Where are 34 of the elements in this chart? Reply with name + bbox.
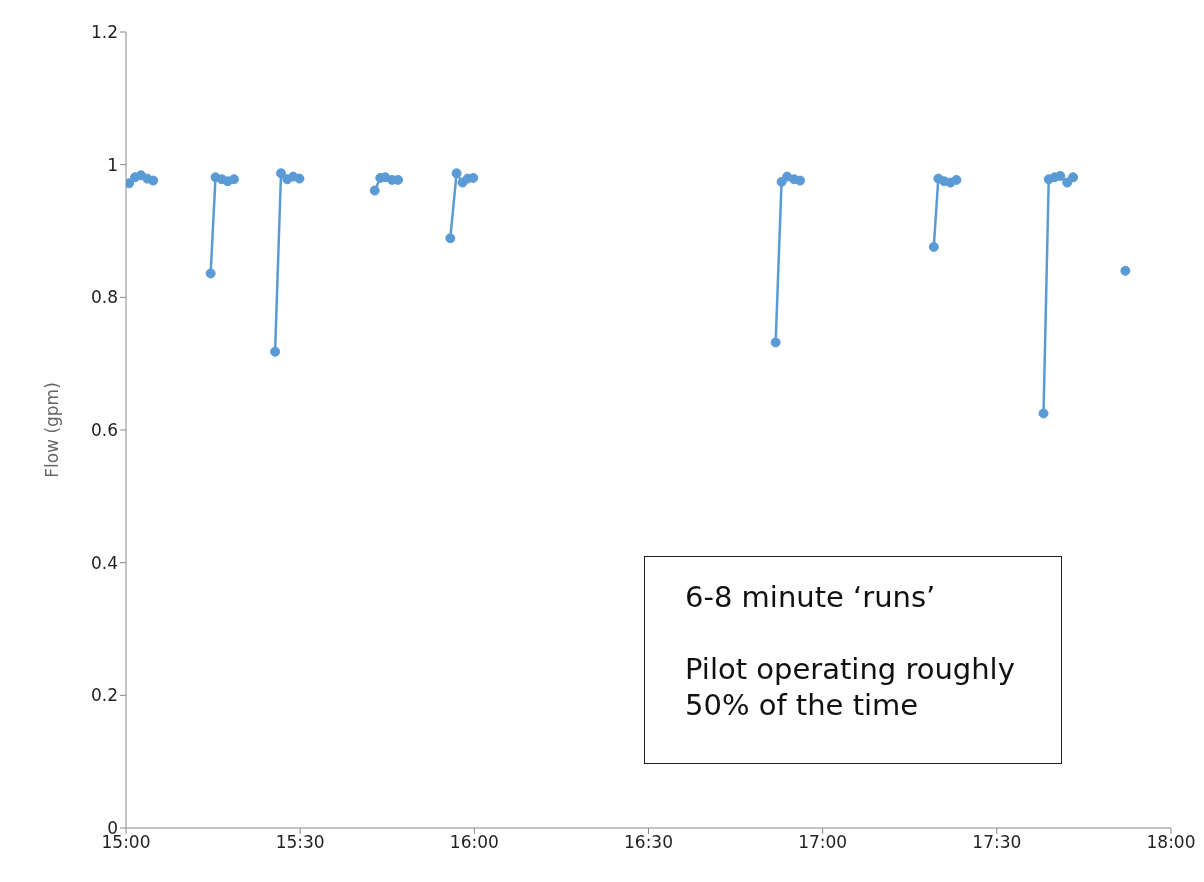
y-tick-label: 0.2	[90, 685, 118, 706]
y-tick-label: 0.4	[90, 552, 118, 573]
x-tick-label: 16:30	[624, 832, 673, 853]
y-tick-label: 0.8	[90, 287, 118, 308]
annotation: 6-8 minute ‘runs’	[685, 579, 937, 615]
x-tick-label: 17:30	[972, 832, 1022, 853]
point	[1120, 265, 1131, 276]
x-tick-label: 18:00	[1146, 832, 1196, 853]
point	[126, 178, 135, 189]
point	[951, 174, 962, 185]
point	[928, 241, 939, 252]
point	[148, 175, 159, 186]
y-tick-label: 1.2	[90, 22, 118, 43]
point	[294, 173, 305, 184]
point	[445, 233, 456, 244]
x-tick-label: 16:00	[449, 832, 499, 853]
annotation: Pilot operating roughly 50% of the time	[685, 651, 1016, 723]
point	[369, 185, 380, 196]
y-axis-title: Flow (gpm)	[42, 382, 63, 478]
point	[270, 346, 281, 357]
point	[1038, 408, 1049, 419]
point	[1068, 172, 1079, 183]
y-tick-label: 1	[107, 154, 118, 175]
point	[770, 337, 781, 348]
point	[451, 168, 462, 179]
point	[795, 175, 806, 186]
x-tick-label: 17:00	[798, 832, 848, 853]
x-tick-label: 15:30	[275, 832, 325, 853]
point	[1055, 170, 1066, 181]
point	[205, 268, 216, 279]
point	[228, 174, 239, 185]
point	[276, 168, 287, 179]
y-tick-label: 0.6	[90, 420, 118, 441]
note-box: 6-8 minute ‘runs’ Pilot operating roughly 50% of the time	[644, 556, 1062, 764]
